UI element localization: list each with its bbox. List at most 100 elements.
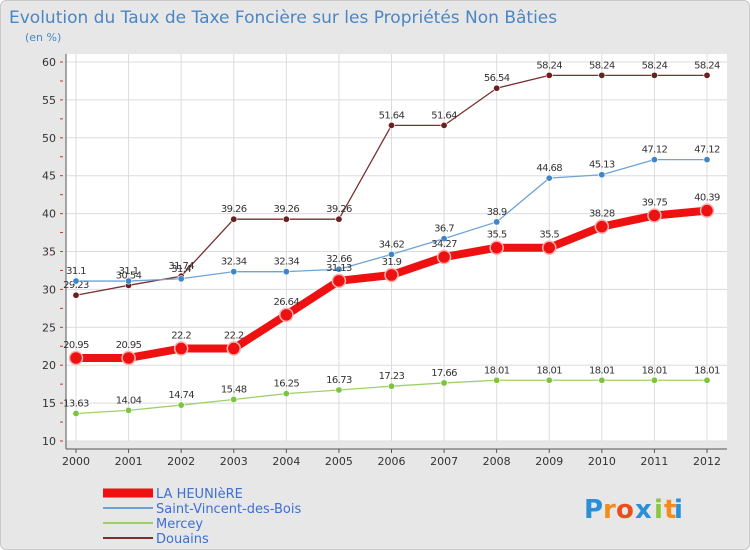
data-label: 40.39 (694, 193, 720, 204)
data-point (703, 156, 711, 164)
data-point (177, 401, 185, 409)
data-point (121, 350, 136, 366)
data-label: 31.74 (168, 261, 194, 272)
data-label: 18.01 (694, 365, 720, 376)
data-label: 31.1 (66, 266, 86, 277)
data-point (493, 84, 501, 92)
data-point (230, 268, 238, 276)
x-tick-label: 2001 (115, 455, 143, 468)
data-label: 17.23 (379, 371, 405, 382)
data-point (545, 376, 553, 384)
data-point (436, 249, 452, 265)
data-label: 35.5 (539, 230, 559, 241)
data-label: 31.9 (382, 257, 402, 268)
data-point (703, 376, 711, 384)
data-label: 38.9 (487, 207, 507, 218)
x-tick-label: 2006 (378, 455, 406, 468)
data-point (542, 240, 557, 255)
data-label: 29.23 (63, 280, 89, 291)
data-label: 36.7 (434, 224, 454, 235)
data-point (125, 406, 133, 414)
data-label: 16.25 (274, 379, 300, 390)
data-point (68, 350, 84, 366)
data-point (387, 382, 395, 390)
legend-label: Saint-Vincent-des-Bois (156, 502, 301, 517)
logo-letter: i (654, 495, 663, 525)
legend-label: Douains (156, 532, 209, 547)
data-label: 18.01 (484, 365, 510, 376)
x-tick-label: 2009 (535, 455, 563, 468)
data-point (493, 218, 501, 226)
data-label: 14.74 (168, 390, 194, 401)
data-point (384, 267, 399, 283)
data-label: 31.1 (119, 266, 139, 277)
data-point (230, 215, 238, 223)
x-tick-label: 2011 (640, 455, 668, 468)
axes: 10 15 20 25 30 35 40 45 50 55 60 2000 2001 2002 2003 20… (42, 54, 727, 468)
data-point (387, 250, 395, 258)
data-point (650, 156, 658, 164)
data-point (699, 203, 715, 218)
data-point (387, 121, 395, 129)
data-point (493, 376, 501, 384)
y-tick-label: 25 (42, 321, 56, 334)
data-point (279, 307, 294, 323)
data-point (177, 275, 185, 283)
data-label: 32.34 (221, 257, 247, 268)
data-point (650, 71, 658, 79)
data-label: 20.95 (63, 340, 89, 351)
data-label: 47.12 (642, 145, 668, 156)
data-label: 16.73 (326, 375, 352, 386)
y-tick-label: 35 (42, 246, 56, 259)
data-label: 47.12 (694, 145, 720, 156)
data-label: 35.5 (487, 230, 507, 241)
data-label: 38.28 (589, 209, 615, 220)
x-tick-label: 2004 (272, 455, 300, 468)
x-tick-label: 2005 (325, 455, 353, 468)
data-label: 13.63 (63, 398, 89, 409)
grid (66, 54, 727, 442)
y-tick-label: 30 (42, 283, 56, 296)
logo-letter: x (635, 495, 652, 525)
unit-label: (en %) (25, 31, 61, 44)
chart-title: Evolution du Taux de Taxe Foncière sur l… (9, 8, 557, 28)
data-label: 22.2 (171, 331, 191, 342)
data-label: 58.24 (694, 60, 720, 71)
x-tick-label: 2010 (588, 455, 616, 468)
data-point (440, 121, 448, 129)
data-label: 58.24 (589, 60, 615, 71)
data-label: 31.13 (326, 263, 352, 274)
data-point (335, 386, 343, 394)
y-tick-label: 55 (42, 94, 56, 107)
data-point (226, 341, 241, 356)
y-tick-label: 50 (42, 132, 56, 145)
y-tick-label: 15 (42, 397, 56, 410)
data-label: 34.62 (379, 239, 405, 250)
data-point (647, 208, 662, 223)
data-point (72, 409, 80, 417)
data-point (72, 277, 80, 285)
data-point (440, 235, 448, 243)
logo-letter: P (584, 495, 603, 525)
data-label: 14.04 (116, 395, 142, 406)
data-point (703, 71, 711, 79)
logo-letter: r (603, 495, 616, 525)
data-label: 45.13 (589, 160, 615, 171)
data-label: 44.68 (536, 163, 562, 174)
data-point (173, 341, 189, 356)
data-point (598, 376, 606, 384)
data-point (282, 390, 290, 398)
data-label: 39.26 (326, 204, 352, 215)
data-label: 17.66 (431, 368, 457, 379)
data-label: 39.75 (642, 197, 668, 208)
data-label: 32.66 (326, 254, 352, 265)
logo-letter: o (616, 495, 634, 525)
series-layer: 29.23 30.54 31.74 39.26 39.26 39.26 51.64 51.64… (63, 60, 721, 417)
y-tick-label: 60 (42, 56, 56, 69)
data-point (282, 268, 290, 276)
plot-area (66, 54, 727, 441)
y-tick-label: 45 (42, 170, 56, 183)
